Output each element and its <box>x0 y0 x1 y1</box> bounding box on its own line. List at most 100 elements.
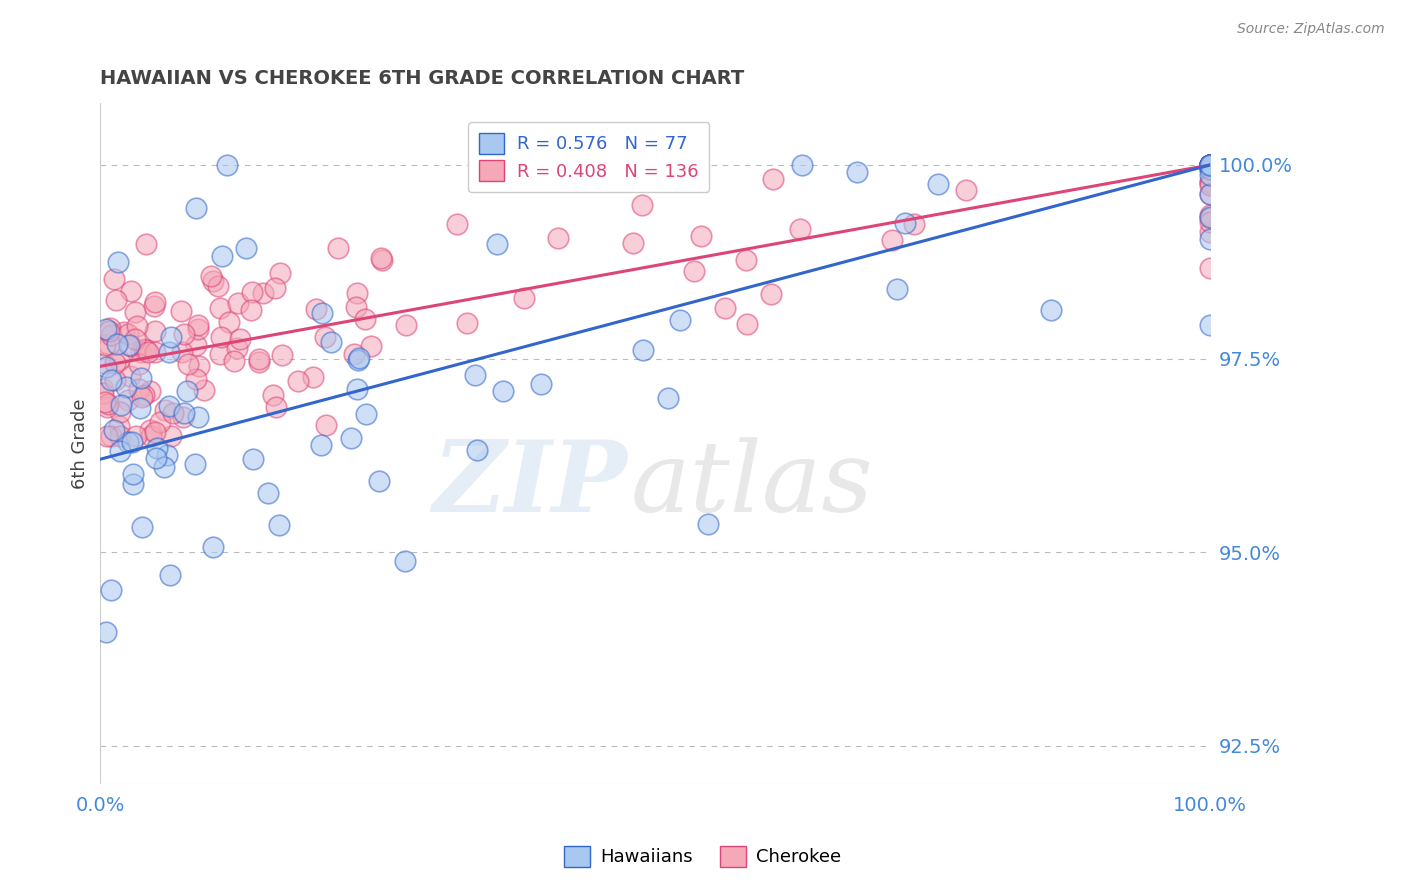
Point <box>1199 318 1222 333</box>
Point <box>257 485 280 500</box>
Point <box>129 345 152 359</box>
Point <box>1199 158 1222 172</box>
Point <box>218 315 240 329</box>
Point <box>222 353 245 368</box>
Point <box>762 171 785 186</box>
Point <box>97 397 120 411</box>
Point <box>347 351 370 365</box>
Point <box>315 418 337 433</box>
Point <box>94 360 117 375</box>
Point <box>217 158 239 172</box>
Point <box>1199 158 1222 172</box>
Point <box>96 429 118 443</box>
Point <box>184 201 207 215</box>
Point <box>623 236 645 251</box>
Point <box>121 477 143 491</box>
Point <box>173 327 195 342</box>
Point <box>107 419 129 434</box>
Point <box>311 305 333 319</box>
Point <box>1199 158 1222 172</box>
Point <box>186 338 208 352</box>
Point <box>1199 158 1222 172</box>
Point <box>108 353 131 368</box>
Point <box>207 278 229 293</box>
Point <box>1199 158 1222 172</box>
Point <box>631 197 654 211</box>
Point <box>683 264 706 278</box>
Point <box>135 236 157 251</box>
Point <box>112 326 135 340</box>
Point <box>1199 261 1222 276</box>
Point <box>100 328 122 343</box>
Point <box>98 321 121 335</box>
Point <box>464 368 486 383</box>
Point <box>309 438 332 452</box>
Point <box>115 380 138 394</box>
Point <box>540 158 562 172</box>
Point <box>157 344 180 359</box>
Point <box>229 332 252 346</box>
Point <box>346 301 368 315</box>
Point <box>328 241 350 255</box>
Point <box>128 357 150 371</box>
Point <box>903 217 925 231</box>
Point <box>1199 158 1222 172</box>
Point <box>1199 208 1222 222</box>
Point <box>247 351 270 366</box>
Point <box>146 442 169 456</box>
Point <box>886 282 908 296</box>
Point <box>340 431 363 445</box>
Point <box>187 410 209 425</box>
Point <box>173 406 195 420</box>
Point <box>395 318 418 332</box>
Point <box>157 399 180 413</box>
Point <box>120 285 142 299</box>
Point <box>117 392 139 407</box>
Point <box>465 442 488 457</box>
Point <box>96 401 118 415</box>
Point <box>547 231 569 245</box>
Point <box>156 448 179 462</box>
Point <box>252 286 274 301</box>
Point <box>124 304 146 318</box>
Point <box>100 429 122 443</box>
Point <box>240 285 263 299</box>
Point <box>314 330 336 344</box>
Point <box>143 425 166 440</box>
Point <box>148 415 170 429</box>
Point <box>262 388 284 402</box>
Point <box>134 342 156 356</box>
Point <box>108 443 131 458</box>
Point <box>184 457 207 471</box>
Point <box>159 429 181 443</box>
Point <box>97 337 120 351</box>
Point <box>103 423 125 437</box>
Point <box>1199 215 1222 229</box>
Point <box>104 373 127 387</box>
Point <box>121 467 143 482</box>
Point <box>125 429 148 443</box>
Point <box>121 434 143 449</box>
Point <box>354 407 377 421</box>
Point <box>446 218 468 232</box>
Text: atlas: atlas <box>631 437 873 533</box>
Point <box>360 339 382 353</box>
Point <box>159 568 181 582</box>
Point <box>128 382 150 396</box>
Point <box>94 625 117 640</box>
Point <box>269 266 291 280</box>
Point <box>143 294 166 309</box>
Point <box>131 390 153 404</box>
Point <box>1199 160 1222 174</box>
Point <box>108 429 131 443</box>
Point <box>242 452 264 467</box>
Point <box>132 388 155 402</box>
Point <box>737 317 759 331</box>
Point <box>176 384 198 399</box>
Point <box>1199 158 1222 172</box>
Point <box>139 423 162 437</box>
Point <box>172 344 194 359</box>
Point <box>94 337 117 351</box>
Y-axis label: 6th Grade: 6th Grade <box>72 399 89 489</box>
Point <box>955 183 977 197</box>
